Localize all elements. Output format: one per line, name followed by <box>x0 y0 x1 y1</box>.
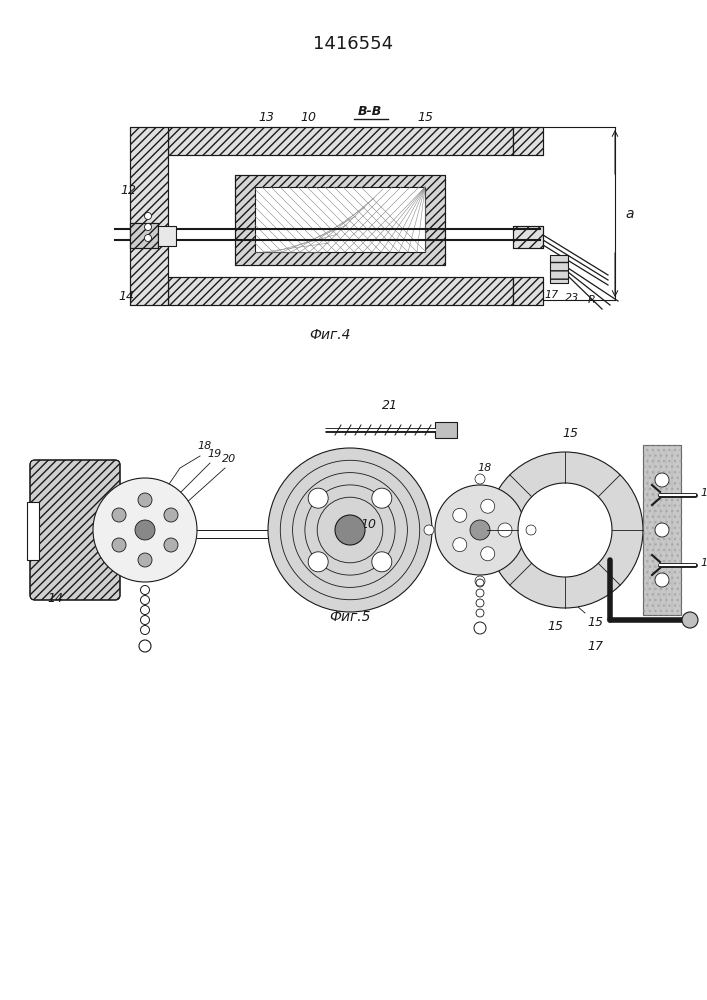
Text: B-B: B-B <box>358 105 382 118</box>
Text: 14: 14 <box>47 592 63 605</box>
Bar <box>550 255 568 283</box>
Circle shape <box>139 640 151 652</box>
Circle shape <box>135 520 155 540</box>
Text: Фиг.4: Фиг.4 <box>309 328 351 342</box>
Text: 13: 13 <box>258 111 274 124</box>
Text: a: a <box>625 207 633 221</box>
Circle shape <box>144 234 151 241</box>
Circle shape <box>452 508 467 522</box>
Circle shape <box>372 552 392 572</box>
Circle shape <box>481 499 495 513</box>
Circle shape <box>138 553 152 567</box>
Circle shape <box>112 508 126 522</box>
Text: 21: 21 <box>382 399 398 412</box>
Circle shape <box>335 515 365 545</box>
Circle shape <box>372 488 392 508</box>
Circle shape <box>474 622 486 634</box>
Bar <box>513 277 543 305</box>
Bar <box>235 175 445 265</box>
Text: 17: 17 <box>587 640 603 653</box>
Bar <box>513 127 543 155</box>
Circle shape <box>475 576 485 586</box>
Circle shape <box>498 523 512 537</box>
Circle shape <box>655 473 669 487</box>
Bar <box>168 277 513 305</box>
Text: 15: 15 <box>547 620 563 633</box>
Bar <box>255 187 425 252</box>
Bar <box>168 127 513 155</box>
Text: 10: 10 <box>360 518 376 532</box>
Bar <box>168 127 513 155</box>
Bar <box>130 127 168 305</box>
Circle shape <box>138 493 152 507</box>
Circle shape <box>655 573 669 587</box>
Bar <box>27 502 39 560</box>
Text: 12: 12 <box>120 184 136 197</box>
Bar <box>643 445 681 615</box>
Bar <box>513 226 543 248</box>
Bar <box>643 445 681 615</box>
Text: 16: 16 <box>700 558 707 568</box>
FancyBboxPatch shape <box>30 460 120 600</box>
Bar <box>513 127 543 155</box>
Circle shape <box>308 552 328 572</box>
Bar <box>513 226 543 248</box>
Text: 14: 14 <box>118 290 134 303</box>
Circle shape <box>164 508 178 522</box>
Text: 23: 23 <box>565 293 579 303</box>
Text: 20: 20 <box>222 454 236 464</box>
Circle shape <box>435 485 525 575</box>
Bar <box>513 277 543 305</box>
Text: 15: 15 <box>417 111 433 124</box>
Bar <box>235 175 445 265</box>
Text: Фиг.5: Фиг.5 <box>329 610 370 624</box>
Circle shape <box>112 538 126 552</box>
Circle shape <box>268 448 432 612</box>
Circle shape <box>164 538 178 552</box>
Text: 18: 18 <box>197 441 211 451</box>
Circle shape <box>481 547 495 561</box>
Bar <box>550 255 568 283</box>
Bar <box>130 127 168 305</box>
Circle shape <box>655 523 669 537</box>
Bar <box>168 277 513 305</box>
Circle shape <box>475 474 485 484</box>
Text: 16: 16 <box>700 488 707 498</box>
Text: R: R <box>588 295 596 305</box>
Bar <box>130 223 158 248</box>
Circle shape <box>487 452 643 608</box>
Circle shape <box>518 483 612 577</box>
Circle shape <box>682 612 698 628</box>
Bar <box>158 226 176 246</box>
Circle shape <box>452 538 467 552</box>
Circle shape <box>144 224 151 231</box>
Text: 19: 19 <box>207 449 221 459</box>
Bar <box>435 422 457 438</box>
Circle shape <box>470 520 490 540</box>
Circle shape <box>424 525 434 535</box>
Text: 17: 17 <box>545 290 559 300</box>
Text: 15: 15 <box>587 616 603 629</box>
Circle shape <box>526 525 536 535</box>
Text: 10: 10 <box>300 111 316 124</box>
Text: 15: 15 <box>562 427 578 440</box>
Circle shape <box>144 213 151 220</box>
Text: 18: 18 <box>478 463 492 473</box>
Circle shape <box>93 478 197 582</box>
Text: 1416554: 1416554 <box>313 35 393 53</box>
Circle shape <box>308 488 328 508</box>
Bar <box>130 223 158 248</box>
